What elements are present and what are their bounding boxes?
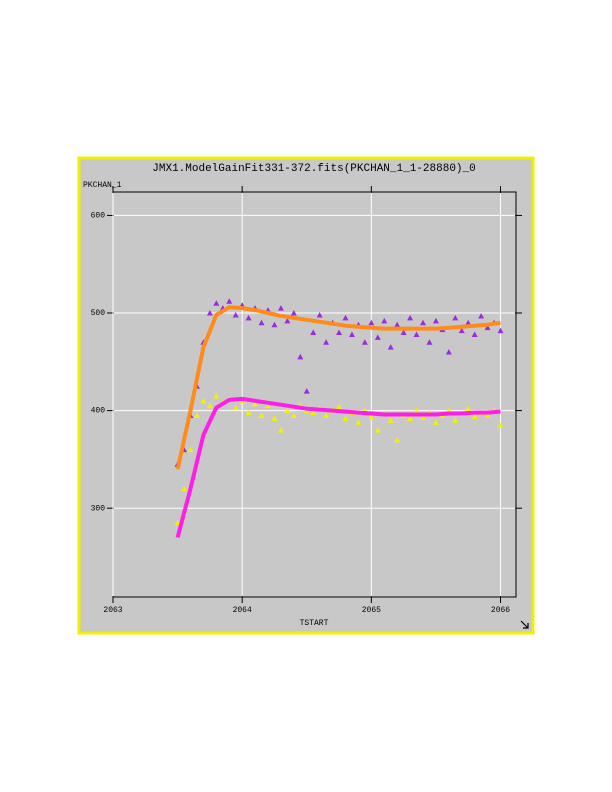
data-point bbox=[465, 319, 472, 326]
data-point bbox=[478, 312, 485, 319]
data-point bbox=[381, 317, 388, 324]
data-point bbox=[297, 353, 304, 360]
data-point bbox=[465, 405, 472, 412]
data-point bbox=[432, 317, 439, 324]
data-point bbox=[290, 412, 297, 418]
data-point bbox=[407, 314, 414, 321]
data-point bbox=[258, 412, 265, 418]
data-point bbox=[374, 427, 381, 433]
y-tick-label: 400 bbox=[91, 407, 106, 416]
data-point bbox=[310, 329, 317, 336]
data-point bbox=[497, 327, 504, 334]
data-point bbox=[458, 327, 465, 334]
data-point bbox=[394, 321, 401, 328]
data-point bbox=[432, 419, 439, 425]
data-point bbox=[413, 331, 420, 337]
x-tick-label: 2065 bbox=[362, 606, 381, 615]
y-tick-label: 500 bbox=[91, 309, 106, 318]
data-point bbox=[387, 344, 394, 350]
data-point bbox=[420, 414, 426, 420]
chart-title: JMX1.ModelGainFit331-372.fits(PKCHAN_1_1… bbox=[152, 163, 475, 175]
data-point bbox=[336, 403, 343, 410]
fit-line bbox=[175, 305, 501, 470]
data-point bbox=[426, 339, 433, 345]
data-point bbox=[206, 310, 213, 316]
y-tick-label: 600 bbox=[91, 212, 106, 221]
data-point bbox=[361, 339, 368, 345]
data-point bbox=[342, 415, 349, 421]
y-axis-label: PKCHAN_1 bbox=[83, 181, 122, 190]
data-point bbox=[277, 305, 284, 311]
data-point bbox=[413, 407, 420, 414]
data-point bbox=[497, 422, 504, 428]
y-tick-label: 300 bbox=[91, 504, 106, 513]
data-point bbox=[252, 400, 259, 407]
data-point bbox=[193, 412, 200, 418]
data-point bbox=[232, 311, 239, 318]
data-point bbox=[226, 298, 233, 304]
data-point bbox=[387, 417, 394, 423]
x-axis-label: TSTART bbox=[300, 619, 329, 628]
frame bbox=[77, 156, 535, 635]
data-point bbox=[284, 317, 291, 324]
data-point bbox=[400, 329, 407, 336]
x-tick-label: 2063 bbox=[103, 606, 122, 615]
data-point bbox=[348, 331, 355, 337]
fit-line bbox=[175, 396, 501, 539]
data-point bbox=[245, 409, 252, 416]
data-point bbox=[452, 314, 459, 321]
data-point bbox=[484, 324, 491, 331]
data-point bbox=[407, 415, 414, 421]
data-point bbox=[420, 319, 426, 326]
data-point bbox=[310, 409, 317, 416]
data-point bbox=[368, 414, 375, 420]
data-point bbox=[187, 446, 194, 453]
data-point bbox=[303, 388, 310, 394]
data-point bbox=[213, 392, 220, 399]
data-point bbox=[336, 329, 343, 336]
resize-icon[interactable] bbox=[519, 619, 530, 630]
data-point bbox=[316, 311, 323, 318]
data-point bbox=[271, 415, 278, 421]
data-point bbox=[471, 413, 478, 419]
data-point bbox=[342, 314, 349, 321]
data-point bbox=[323, 412, 330, 418]
data-point bbox=[213, 300, 220, 306]
data-point bbox=[368, 319, 375, 326]
data-point bbox=[258, 319, 265, 326]
data-point bbox=[323, 339, 330, 345]
data-point bbox=[394, 436, 401, 443]
data-point bbox=[232, 404, 239, 411]
data-point bbox=[271, 321, 278, 328]
data-point bbox=[206, 402, 213, 409]
resize-arrow[interactable] bbox=[520, 620, 529, 629]
data-point bbox=[265, 402, 271, 409]
data-point bbox=[277, 427, 284, 433]
data-point bbox=[174, 519, 181, 526]
data-point bbox=[484, 412, 491, 418]
data-point bbox=[471, 331, 478, 337]
x-tick-label: 2064 bbox=[233, 606, 252, 615]
data-point bbox=[200, 397, 207, 404]
data-point bbox=[290, 310, 297, 316]
data-point bbox=[181, 485, 188, 492]
x-tick-label: 2066 bbox=[491, 606, 510, 615]
data-point bbox=[284, 407, 291, 414]
data-point bbox=[374, 334, 381, 340]
data-point bbox=[452, 417, 459, 423]
data-point bbox=[245, 314, 252, 321]
data-point bbox=[445, 349, 452, 355]
data-point bbox=[355, 419, 362, 425]
